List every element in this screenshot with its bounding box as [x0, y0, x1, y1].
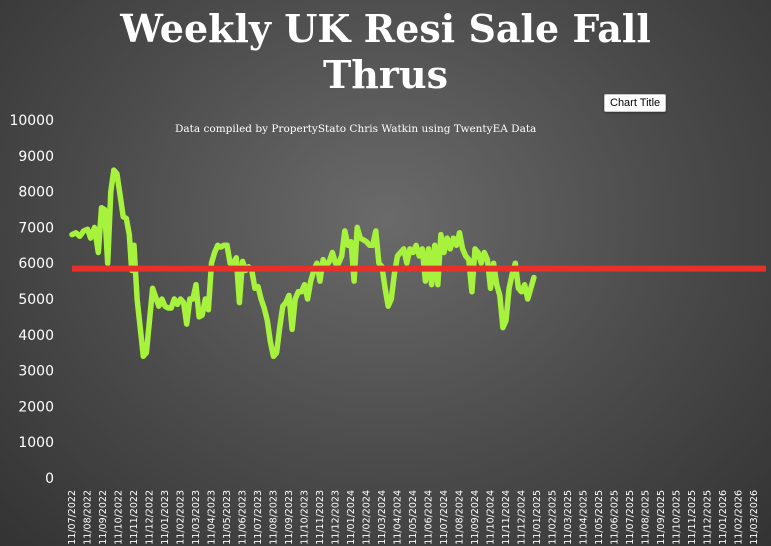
- y-tick-label: 4000: [18, 328, 54, 344]
- x-tick-label: 11/01/2026: [718, 490, 729, 545]
- x-tick-label: 11/02/2023: [176, 490, 187, 545]
- x-tick-label: 11/05/2024: [408, 490, 419, 545]
- x-tick-label: 11/06/2023: [238, 490, 249, 545]
- x-tick-label: 11/10/2024: [486, 490, 497, 545]
- chart-subtitle: Data compiled by PropertyStato Chris Wat…: [175, 123, 537, 135]
- chart-title-line-1: Weekly UK Resi Sale Fall: [120, 6, 651, 51]
- chart-title: Weekly UK Resi Sale Fall Thrus: [0, 6, 771, 98]
- x-tick-label: 11/11/2024: [501, 490, 512, 545]
- chart-title-line-2: Thrus: [323, 52, 448, 97]
- chart-title-tooltip: Chart Title: [604, 94, 667, 112]
- x-tick-label: 11/12/2024: [517, 490, 528, 545]
- x-tick-label: 11/05/2025: [594, 490, 605, 545]
- x-tick-label: 11/08/2022: [83, 490, 94, 545]
- x-tick-label: 11/02/2025: [548, 490, 559, 545]
- y-tick-label: 3000: [18, 364, 54, 380]
- x-tick-label: 11/09/2023: [284, 490, 295, 545]
- x-tick-label: 11/07/2025: [625, 490, 636, 545]
- y-tick-label: 1000: [18, 435, 54, 451]
- x-tick-label: 11/04/2025: [579, 490, 590, 545]
- x-tick-label: 11/12/2022: [145, 490, 156, 545]
- y-axis: 0 1000 2000 3000 4000 5000 6000 7000 8000 9000 100…: [9, 113, 54, 487]
- x-tick-label: 11/07/2023: [253, 490, 264, 545]
- y-tick-label: 8000: [18, 185, 54, 201]
- x-tick-label: 11/11/2023: [315, 490, 326, 545]
- series-group: [69, 167, 537, 360]
- x-tick-label: 11/10/2025: [672, 490, 683, 545]
- y-tick-label: 10000: [9, 113, 54, 129]
- series-line: [69, 167, 537, 360]
- y-tick-label: 0: [45, 471, 54, 487]
- x-tick-label: 11/03/2025: [563, 490, 574, 545]
- x-tick-label: 11/01/2024: [346, 490, 357, 545]
- x-tick-label: 11/07/2022: [67, 490, 78, 545]
- x-tick-label: 11/09/2025: [656, 490, 667, 545]
- y-tick-label: 6000: [18, 256, 54, 272]
- x-tick-label: 11/06/2024: [424, 490, 435, 545]
- x-tick-label: 11/02/2024: [362, 490, 373, 545]
- y-tick-label: 7000: [18, 220, 54, 236]
- x-tick-label: 11/08/2025: [641, 490, 652, 545]
- x-tick-label: 11/04/2023: [207, 490, 218, 545]
- x-tick-label: 11/02/2026: [734, 490, 745, 545]
- x-tick-label: 11/12/2023: [331, 490, 342, 545]
- x-tick-label: 11/10/2022: [114, 490, 125, 545]
- x-tick-label: 11/08/2024: [455, 490, 466, 545]
- x-tick-label: 11/06/2025: [610, 490, 621, 545]
- x-tick-label: 11/04/2024: [393, 490, 404, 545]
- y-tick-label: 2000: [18, 399, 54, 415]
- y-tick-label: 9000: [18, 149, 54, 165]
- x-tick-label: 11/08/2023: [269, 490, 280, 545]
- x-tick-label: 11/03/2026: [749, 490, 760, 545]
- x-tick-label: 11/11/2025: [687, 490, 698, 545]
- x-tick-label: 11/01/2025: [532, 490, 543, 545]
- y-tick-label: 5000: [18, 292, 54, 308]
- x-tick-label: 11/09/2022: [98, 490, 109, 545]
- x-tick-label: 11/03/2024: [377, 490, 388, 545]
- x-axis: 11/07/2022 11/08/2022 11/09/2022 11/10/2022…: [67, 490, 760, 545]
- x-tick-label: 11/09/2024: [470, 490, 481, 545]
- x-tick-label: 11/11/2022: [129, 490, 140, 545]
- x-tick-label: 11/12/2025: [703, 490, 714, 545]
- x-tick-label: 11/01/2023: [160, 490, 171, 545]
- x-tick-label: 11/10/2023: [300, 490, 311, 545]
- x-tick-label: 11/07/2024: [439, 490, 450, 545]
- x-tick-label: 11/03/2023: [191, 490, 202, 545]
- x-tick-label: 11/05/2023: [222, 490, 233, 545]
